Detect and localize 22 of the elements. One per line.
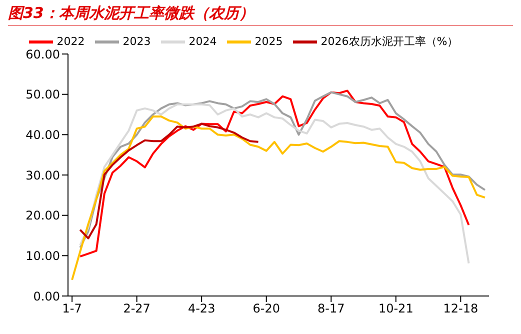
y-tick-label: 20.00 bbox=[26, 208, 60, 223]
x-tick-label: 10-21 bbox=[378, 302, 414, 316]
y-tick-label: 0.00 bbox=[33, 289, 60, 304]
y-tick-label: 10.00 bbox=[26, 248, 60, 263]
line-series bbox=[71, 116, 486, 281]
legend-label: 2024 bbox=[188, 35, 217, 48]
legend-label: 2026农历水泥开工率（%） bbox=[320, 35, 458, 48]
y-tick-label: 40.00 bbox=[26, 128, 60, 142]
x-tick-label: 1-7 bbox=[62, 302, 82, 316]
chart-title: 图33：本周水泥开工率微跌（农历） bbox=[8, 4, 513, 26]
x-tick-label: 12-18 bbox=[443, 302, 478, 316]
x-tick-label: 8-17 bbox=[318, 302, 345, 316]
x-tick-label: 4-23 bbox=[188, 302, 216, 316]
line-series bbox=[79, 122, 260, 240]
y-tick-label: 50.00 bbox=[26, 88, 60, 102]
legend-label: 2022 bbox=[56, 35, 85, 48]
y-tick-label: 60.00 bbox=[26, 47, 60, 62]
y-tick-label: 30.00 bbox=[26, 168, 60, 182]
x-tick-label: 6-20 bbox=[252, 302, 280, 316]
legend-label: 2025 bbox=[254, 35, 283, 48]
x-tick-label: 2-27 bbox=[123, 302, 150, 316]
legend-label: 2023 bbox=[122, 35, 151, 48]
